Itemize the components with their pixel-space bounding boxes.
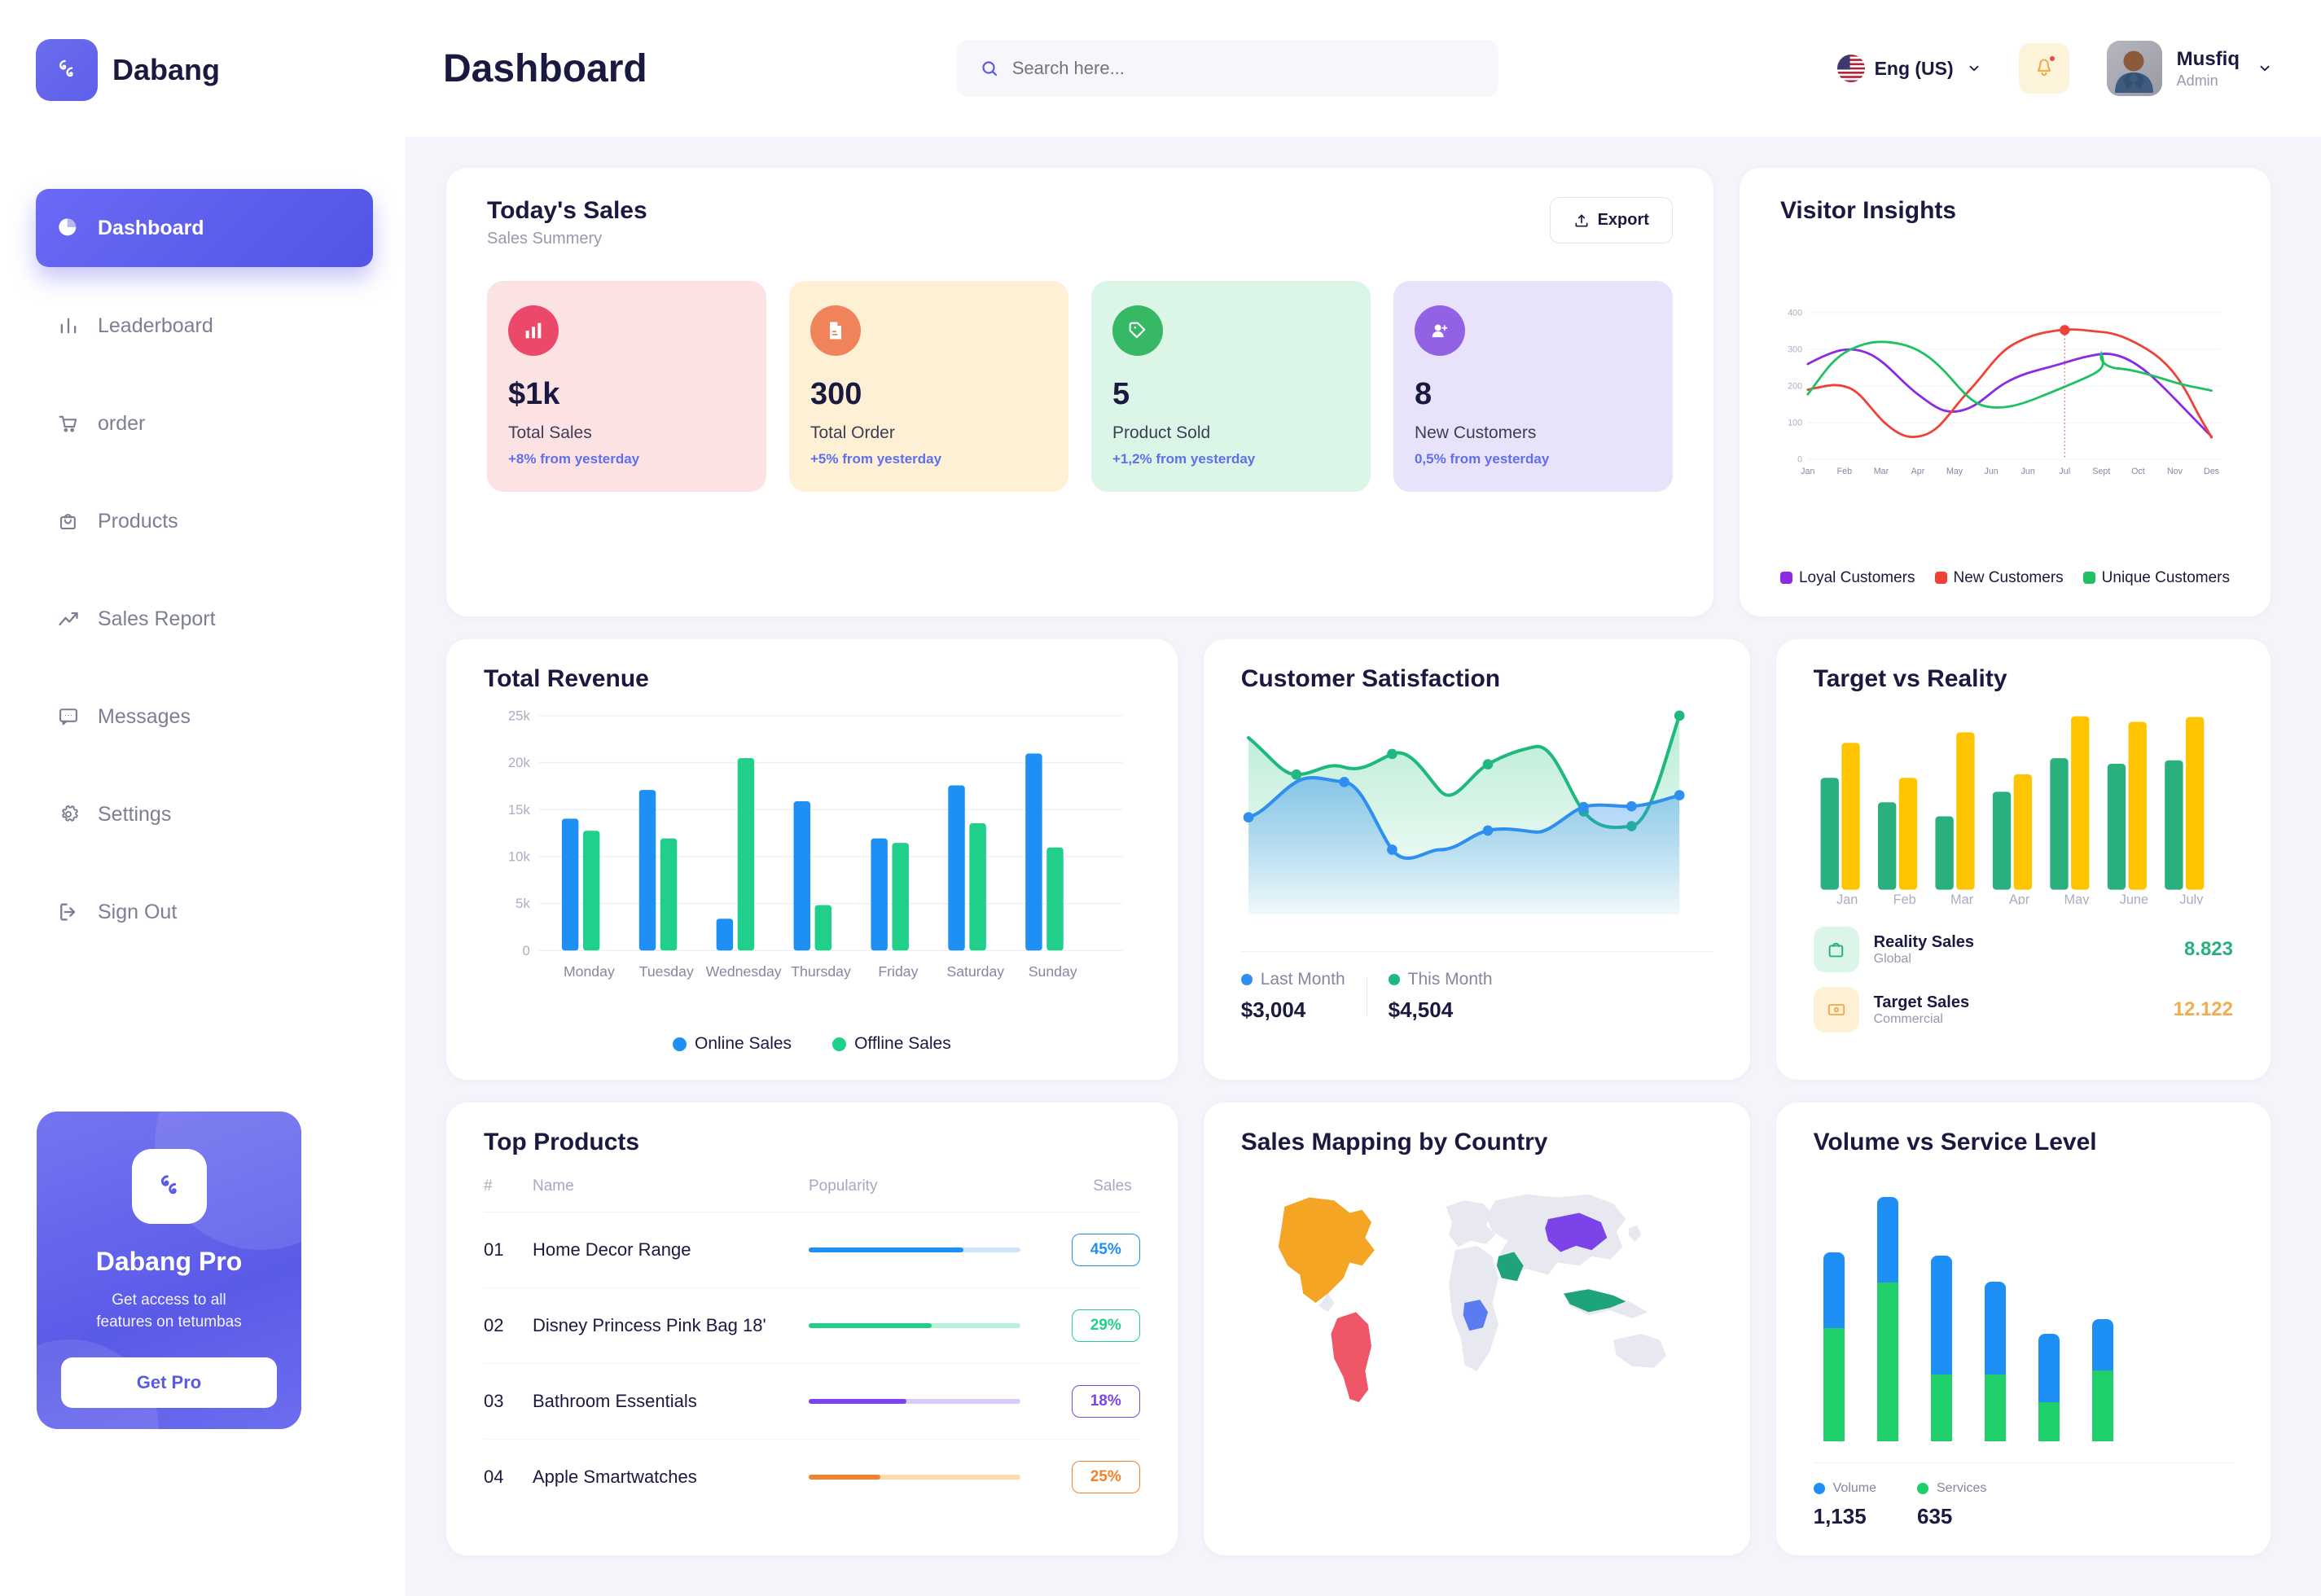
svg-text:July: July xyxy=(2179,892,2204,905)
svg-text:Jun: Jun xyxy=(1984,467,1998,476)
svg-text:0: 0 xyxy=(523,943,530,958)
svg-text:Feb: Feb xyxy=(1893,892,1915,905)
svg-text:Apr: Apr xyxy=(2008,892,2029,905)
svg-text:Jun: Jun xyxy=(2021,467,2035,476)
svg-text:25k: 25k xyxy=(508,708,531,723)
svg-text:Friday: Friday xyxy=(878,963,918,980)
svg-text:Saturday: Saturday xyxy=(946,963,1004,980)
svg-text:Jan: Jan xyxy=(1836,892,1858,905)
svg-text:Sept: Sept xyxy=(2092,467,2110,476)
svg-text:Wednesday: Wednesday xyxy=(706,963,782,980)
svg-text:May: May xyxy=(2064,892,2090,905)
svg-text:Nov: Nov xyxy=(2167,467,2183,476)
svg-text:Oct: Oct xyxy=(2131,467,2145,476)
svg-text:15k: 15k xyxy=(508,802,531,818)
svg-text:Monday: Monday xyxy=(564,963,615,980)
svg-text:Tuesday: Tuesday xyxy=(639,963,694,980)
svg-text:400: 400 xyxy=(1788,308,1802,318)
svg-text:Thursday: Thursday xyxy=(791,963,851,980)
svg-text:300: 300 xyxy=(1788,344,1802,354)
svg-text:Jan: Jan xyxy=(1801,467,1814,476)
svg-text:Jul: Jul xyxy=(2059,467,2070,476)
svg-text:Mar: Mar xyxy=(1950,892,1974,905)
svg-text:Sunday: Sunday xyxy=(1029,963,1077,980)
svg-text:Mar: Mar xyxy=(1874,467,1889,476)
svg-text:20k: 20k xyxy=(508,755,531,770)
svg-text:0: 0 xyxy=(1797,455,1802,465)
svg-text:200: 200 xyxy=(1788,381,1802,391)
svg-text:Des: Des xyxy=(2204,467,2219,476)
svg-text:Apr: Apr xyxy=(1911,467,1925,476)
svg-text:Feb: Feb xyxy=(1837,467,1852,476)
svg-text:May: May xyxy=(1946,467,1963,476)
svg-text:100: 100 xyxy=(1788,419,1802,428)
svg-text:5k: 5k xyxy=(516,896,530,911)
svg-text:10k: 10k xyxy=(508,849,531,865)
svg-text:June: June xyxy=(2119,892,2148,905)
